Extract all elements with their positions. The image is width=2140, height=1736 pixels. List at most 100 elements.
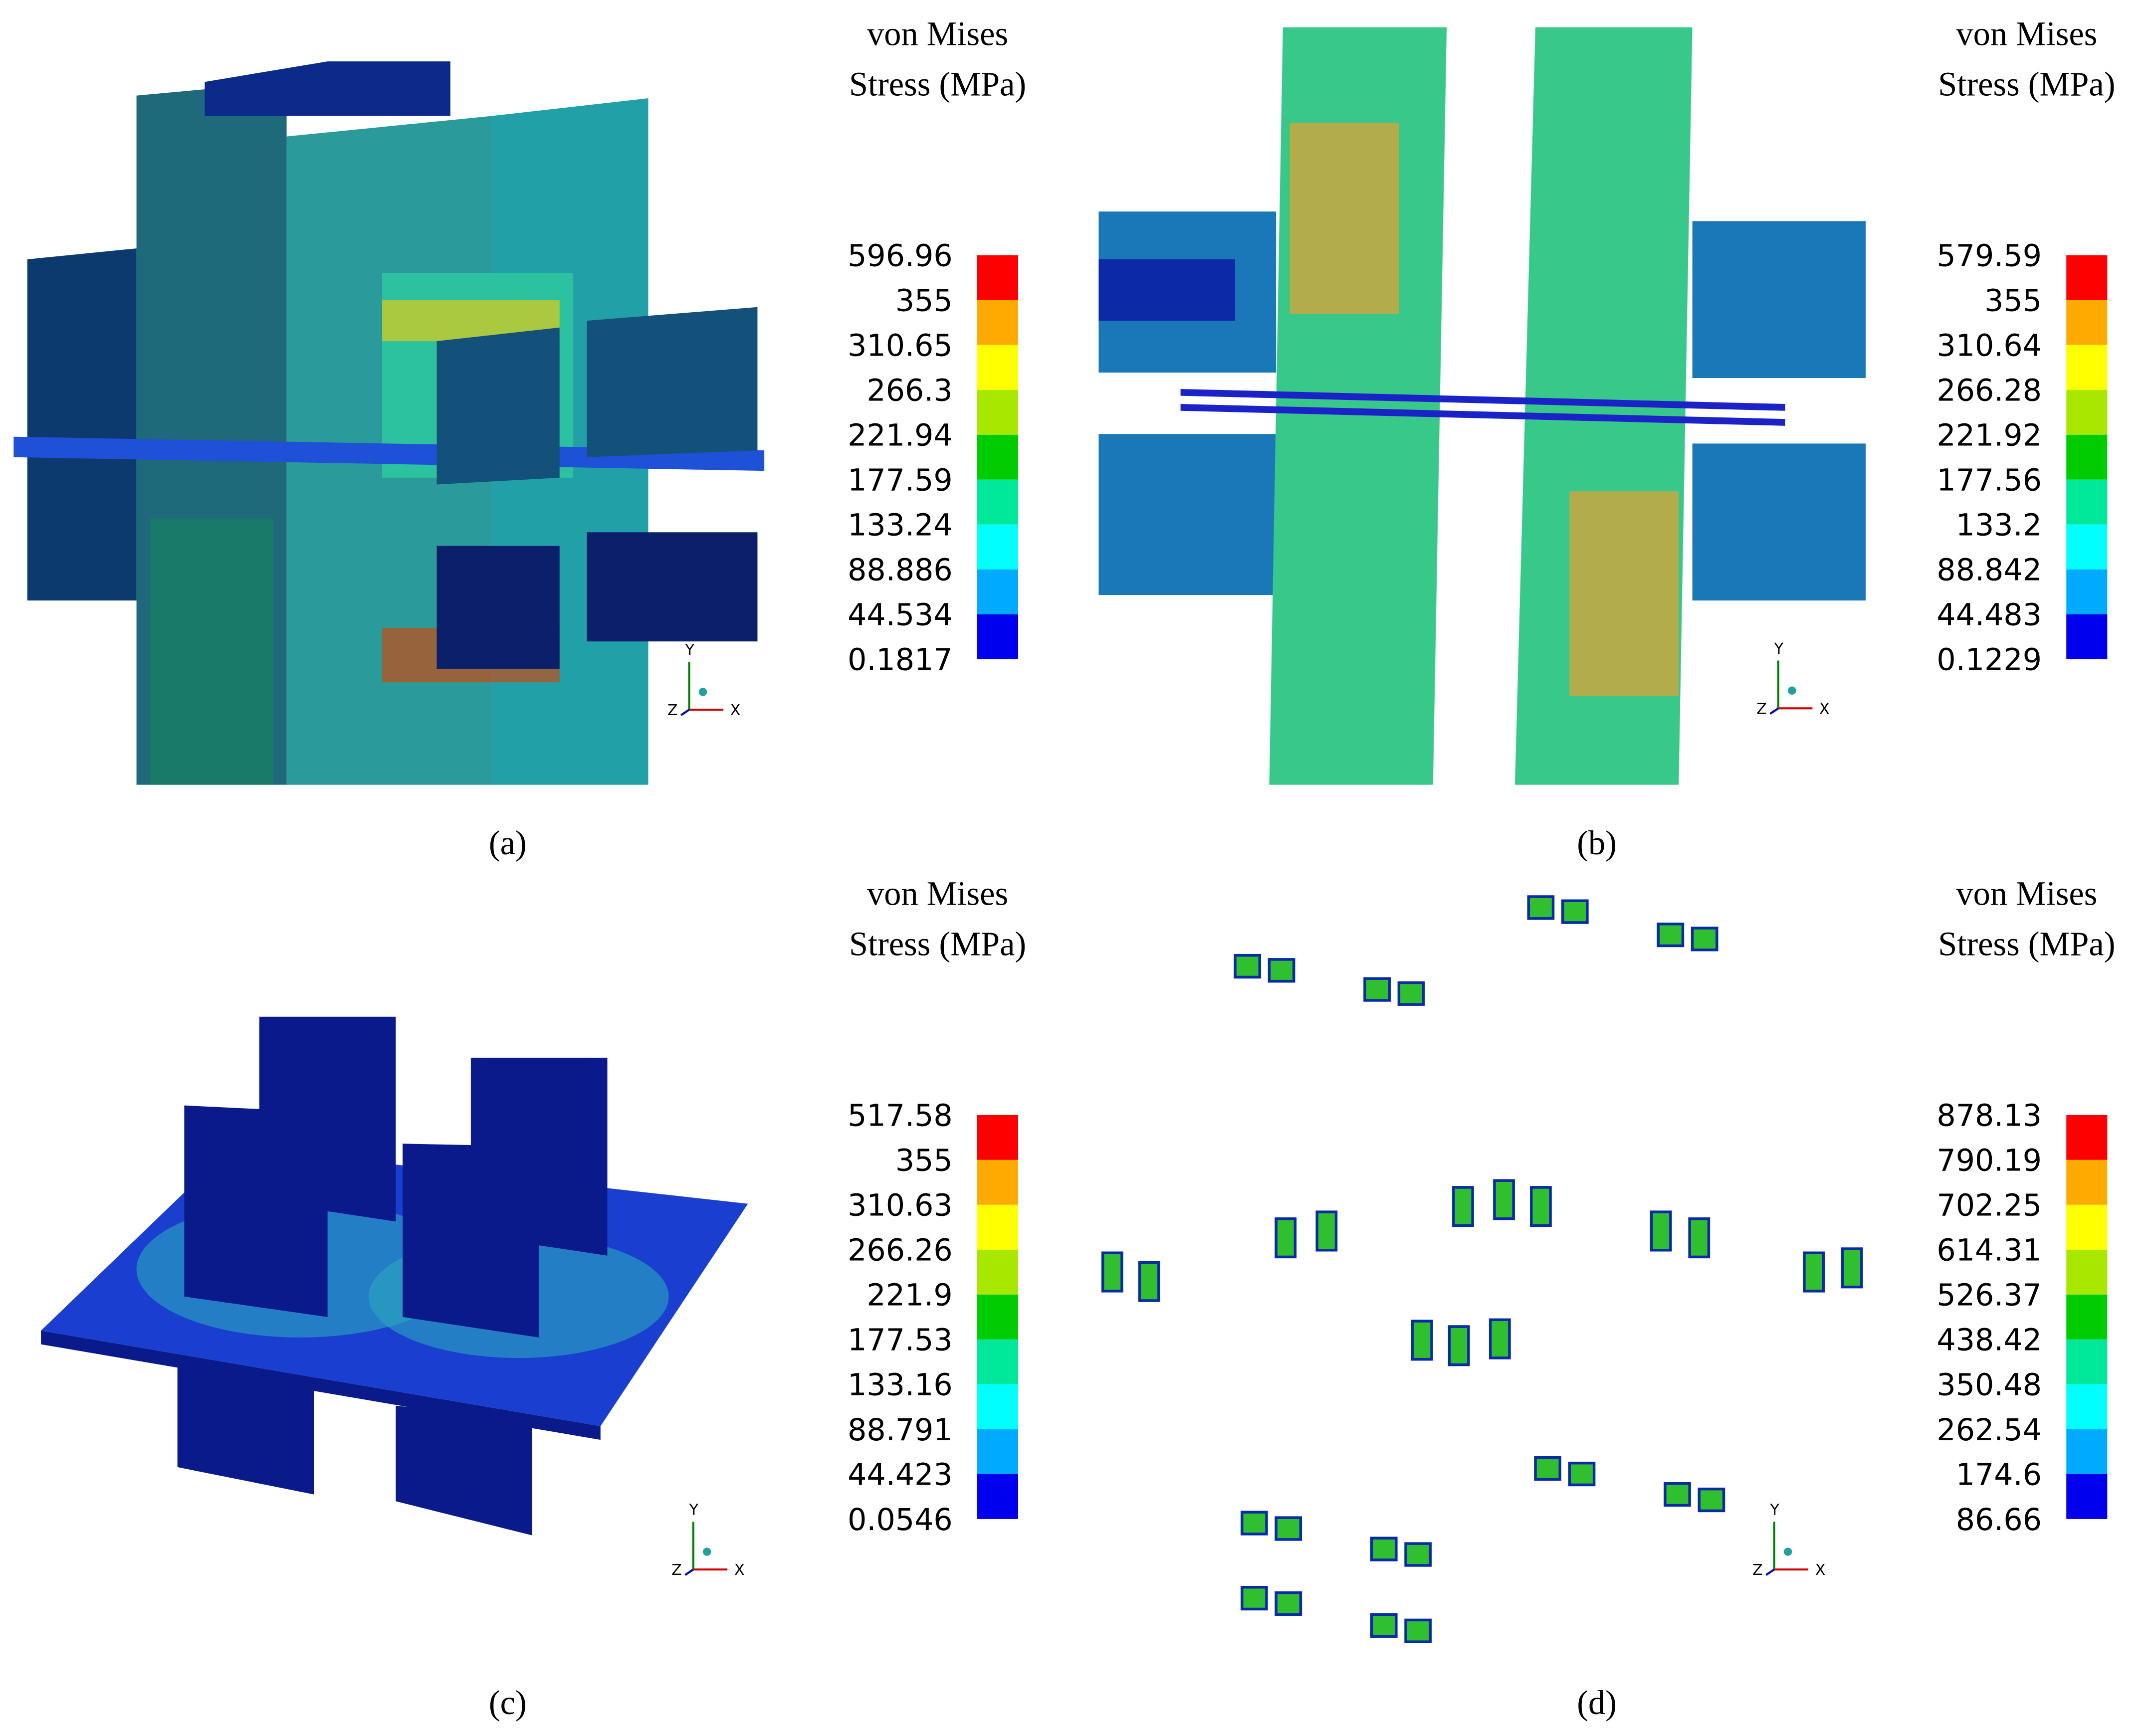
axis-label: X [730,702,741,719]
legend-label: 44.483 [1936,598,2042,633]
axis-label: Z [667,702,678,719]
colorbar-band [977,569,1019,614]
colorbar-band [2066,389,2108,435]
legend-label: 174.6 [1956,1458,2042,1493]
legend-label: 526.37 [1936,1278,2042,1313]
legend-label: 86.66 [1956,1503,2042,1538]
legend-label: 221.92 [1936,418,2042,453]
caption: (b) [1577,824,1617,862]
legend-label: 438.42 [1936,1323,2042,1358]
axis-label: Y [1774,640,1784,658]
legend-title: Stress (MPa) [1938,925,2115,963]
colorbar-band [977,389,1019,435]
colorbar-band [977,1159,1019,1205]
colorbar-band [977,1384,1019,1429]
colorbar-band [2066,1249,2108,1295]
colorbar-band [2066,1159,2108,1205]
panel: von Mises Stress (MPa) 878.13 790.19 702.25 6… [1577,874,2115,1722]
legend-title: von Mises [1956,14,2097,52]
axis-label: Y [689,1502,699,1519]
legend-label: 177.56 [1936,463,2042,498]
legend-label: 310.63 [848,1188,953,1223]
legend-label: 355 [895,1144,953,1178]
legend-label: 0.0546 [848,1503,953,1538]
axis-triad: X Y Z [671,1502,744,1579]
axis-label: Z [1756,700,1767,718]
axis-label: Y [684,642,694,659]
legend-label: 355 [1984,284,2042,319]
model-b [1098,27,1866,785]
legend-label: 266.26 [848,1233,953,1268]
colorbar-band [2066,434,2108,480]
axis-origin [1783,1547,1792,1556]
colorbar-band [2066,1429,2108,1474]
colorbar-band [2066,1474,2108,1519]
axis-z [1765,1568,1775,1576]
legend-label: 133.24 [848,508,953,543]
colorbar-band [977,1429,1019,1474]
axis-label: X [734,1561,745,1579]
legend-label: 355 [895,284,953,319]
caption: (d) [1577,1684,1617,1722]
legend-label: 262.54 [1936,1413,2042,1448]
legend-label: 0.1229 [1936,643,2042,678]
legend-label: 350.48 [1936,1368,2042,1403]
colorbar-band [977,300,1019,345]
colorbar-band [2066,1339,2108,1384]
legend-label: 266.28 [1936,374,2042,408]
axis-triad: X Y Z [1756,640,1829,718]
legend-title: von Mises [867,874,1008,912]
panel: von Mises Stress (MPa) 517.58 355 310.63 266.… [489,874,1026,1722]
axis-origin [698,688,707,696]
axis-label: Y [1770,1502,1780,1519]
colorbar-band [977,614,1019,659]
legend-label: 790.19 [1936,1144,2042,1178]
legend-label: 88.791 [848,1413,953,1448]
colorbar-band [2066,1204,2108,1250]
colorbar-band [977,1294,1019,1340]
axis-triad: X Y Z [1752,1502,1825,1579]
legend-label: 133.2 [1956,508,2042,543]
legend-label: 310.65 [848,329,953,364]
colorbar-band [2066,255,2108,300]
legend-label: 221.9 [866,1278,952,1313]
legend-label: 0.1817 [848,643,953,678]
colorbar-band [2066,1384,2108,1429]
legend-label: 88.886 [848,553,953,588]
colorbar-band [977,345,1019,390]
colorbar-band [2066,524,2108,570]
axis-origin [703,1547,711,1556]
legend-title: von Mises [867,14,1008,52]
panel: von Mises Stress (MPa) 596.96 355 310.65 266.… [489,14,1026,862]
legend-label: 579.59 [1936,239,2042,274]
colorbar-band [977,1204,1019,1250]
colorbar-band [977,1474,1019,1519]
legend-label: 310.64 [1936,329,2042,364]
legend-title: Stress (MPa) [849,925,1026,963]
legend-label: 221.94 [848,418,953,453]
colorbar-band [2066,1294,2108,1340]
legend-label: 614.31 [1936,1233,2042,1268]
legend-label: 177.59 [848,463,953,498]
axis-label: X [1815,1561,1826,1579]
colorbar-band [2066,345,2108,390]
axis-z [680,709,690,716]
colorbar-band [2066,1115,2108,1160]
legend-label: 177.53 [848,1323,953,1358]
axis-label: X [1819,700,1830,718]
model-d [1101,895,1863,1643]
colorbar-band [977,524,1019,570]
legend-title: Stress (MPa) [849,65,1026,103]
colorbar-band [2066,479,2108,525]
legend-label: 44.534 [848,598,953,633]
legend-title: von Mises [1956,874,2097,912]
colorbar-band [977,1249,1019,1295]
legend-label: 596.96 [848,239,953,274]
axis-z [1769,707,1779,715]
axis-triad: X Y Z [667,642,740,719]
legend-label: 517.58 [848,1099,953,1134]
colorbar-band [977,1339,1019,1384]
colorbar-band [2066,614,2108,659]
